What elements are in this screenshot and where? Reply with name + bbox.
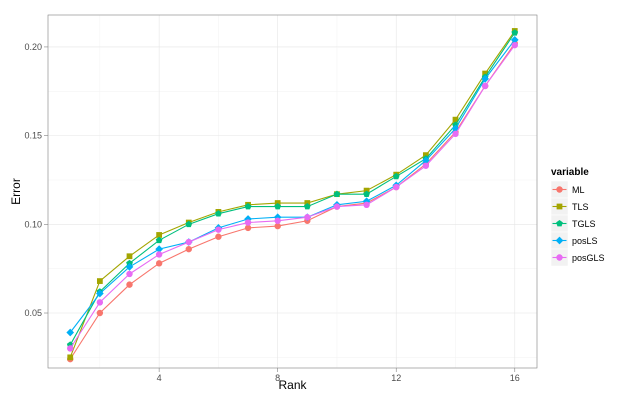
gridlines [48,15,537,368]
series-line-tgls [69,32,516,346]
series-line-posgls [69,44,516,349]
data-point-posls [510,35,519,44]
data-point-posgls [304,214,311,221]
series-layer [66,28,519,363]
y-tick-label: 0.15 [24,131,42,141]
series-posgls [67,41,518,352]
legend-item-posgls: posGLS [550,248,605,267]
data-point-posgls [67,345,74,352]
data-point-tgls [155,236,163,244]
legend-label-posgls: posGLS [572,253,605,263]
data-point-tls [422,152,429,159]
data-point-posgls [244,219,252,226]
data-point-tls [274,200,281,206]
data-point-posgls [185,238,192,246]
x-axis-title: Rank [278,378,307,392]
data-point-tgls [363,190,370,198]
data-point-tgls [126,259,133,267]
x-axis: 4 8 12 16 [157,368,520,383]
data-point-tgls [274,203,282,210]
data-point-posls [96,289,104,298]
data-point-posls [66,328,75,337]
x-tick-label: 8 [275,373,280,383]
data-point-posgls [481,82,489,90]
data-point-posgls [155,251,163,258]
data-point-posgls [363,201,370,209]
legend-label-posls: posLS [572,236,598,246]
data-point-posls [481,75,489,83]
legend: variable ML TLS TGLS posLS posGLS [550,167,605,267]
y-axis-title: Error [9,178,23,205]
plot-panel-border [47,14,538,369]
y-axis: 0.05 0.10 0.15 0.20 [24,42,48,318]
data-point-posgls [393,183,400,191]
y-tick-label: 0.10 [24,219,42,229]
series-line-tls [69,30,516,358]
data-point-posls [125,263,134,271]
y-tick-label: 0.05 [24,308,42,318]
data-point-posgls [126,270,133,278]
data-point-posls [422,156,430,165]
data-point-tls [482,70,489,77]
data-point-posgls [274,217,281,224]
data-point-tgls [215,210,222,217]
data-point-posgls [215,226,222,233]
x-tick-label: 4 [157,373,162,383]
legend-item-ml: ML [550,180,585,199]
data-point-tls [126,253,133,260]
data-point-posgls [96,299,104,306]
data-point-tls [96,278,103,284]
legend-label-tgls: TGLS [572,219,596,229]
data-point-posgls [422,162,430,169]
legend-item-tgls: TGLS [550,214,596,233]
data-point-tls [363,187,370,194]
legend-label-tls: TLS [572,202,589,212]
data-point-tgls [185,220,193,228]
data-point-ml [126,281,133,288]
data-point-ml [244,224,252,232]
legend-title: variable [551,167,589,178]
data-point-ml [215,233,222,240]
y-tick-label: 0.20 [24,42,42,52]
legend-key-marker [556,203,563,210]
series-line-ml [69,43,516,360]
data-point-tgls [392,172,400,180]
x-tick-label: 16 [510,373,520,383]
data-point-tgls [244,203,252,210]
data-point-tls [304,200,311,206]
data-point-tgls [333,190,341,198]
legend-item-tls: TLS [550,197,589,216]
legend-key-marker [556,219,563,227]
data-point-tls [67,354,74,361]
data-point-tls [452,116,459,123]
series-line-posls [69,39,516,333]
series-posls [66,35,519,337]
data-point-ml [155,260,163,267]
legend-key-marker [556,254,563,261]
data-point-posgls [511,41,518,49]
legend-key-marker [556,186,563,193]
data-point-ml [185,245,192,253]
data-point-posls [155,245,163,253]
data-point-ml [274,222,281,230]
data-point-posls [362,197,371,206]
legend-label-ml: ML [572,185,585,195]
data-point-tgls [511,29,519,36]
data-point-posgls [452,130,459,138]
legend-key-marker [555,236,564,245]
data-point-tgls [303,203,311,210]
x-tick-label: 12 [391,373,401,383]
data-point-posgls [333,203,341,210]
data-point-ml [96,309,104,317]
data-point-tls [156,232,163,238]
